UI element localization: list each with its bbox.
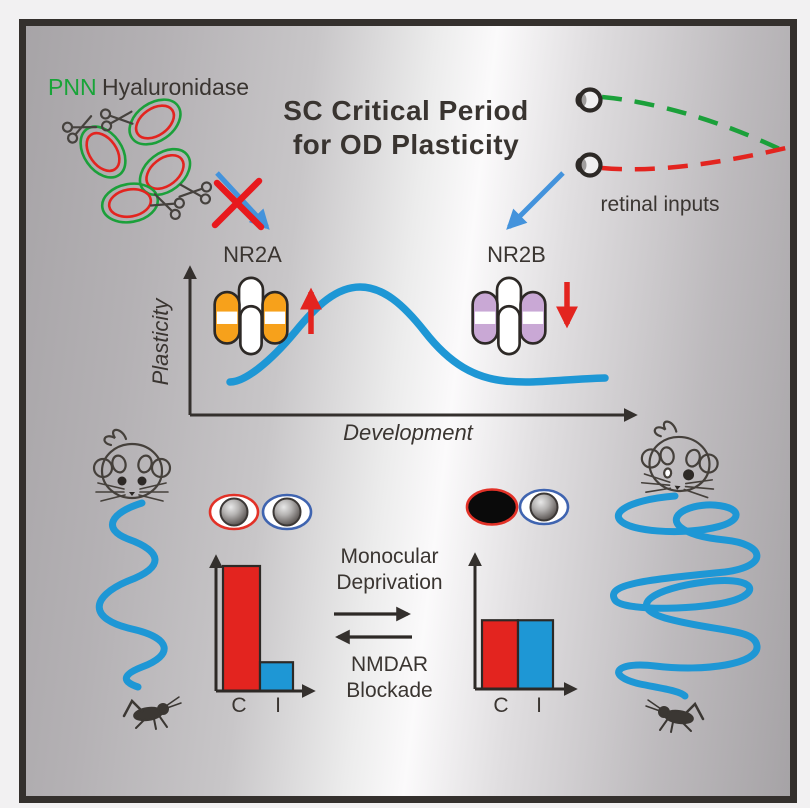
tangled-path-squiggle (610, 492, 761, 700)
scissors-icon (178, 181, 213, 205)
contra-bar-label: C (493, 694, 509, 717)
retinal-inputs-label: retinal inputs (600, 193, 720, 216)
retinal-inputs-graphic (575, 87, 791, 178)
pnn-cell-icon (138, 147, 192, 197)
mouse-fur-tuft (103, 428, 128, 447)
nr2b-label: NR2B (487, 242, 546, 267)
blocked-pathway-arrow (211, 171, 270, 231)
input-pathway-arrow (506, 171, 565, 230)
critical-period-curve (226, 283, 609, 386)
scissors-icon (149, 193, 185, 221)
plasticity-development-plot (183, 265, 638, 422)
nr2a-label: NR2A (223, 242, 282, 267)
ipsi-eye-open-icon (261, 493, 313, 531)
eye-pair-deprived (465, 488, 570, 526)
nmdar-blockade-label: NMDAR Blockade (322, 652, 457, 704)
pnn-cell-icon (128, 98, 182, 146)
od-bar-chart-before (209, 554, 316, 698)
ipsi-bar (258, 661, 295, 693)
ipsi-bar (516, 619, 555, 691)
contra-input-dashed-line (601, 94, 789, 156)
blue-arrow-icon (506, 171, 565, 230)
figure-frame (19, 19, 797, 803)
x-axis-label: Development (343, 420, 473, 445)
pnn-cells-and-hyaluronidase-icons (61, 98, 213, 224)
nr2b-receptor-icon (471, 276, 547, 356)
figure-title-line2: for OD Plasticity (292, 129, 520, 160)
red-cross-icon (211, 177, 265, 231)
eye-icon (575, 152, 603, 178)
figure-title: SC Critical Period for OD Plasticity (246, 94, 566, 162)
monocular-deprivation-line1: Monocular (340, 545, 439, 568)
scissors-icon (61, 115, 98, 144)
nmdar-blockade-line1: NMDAR (351, 653, 428, 676)
mouse-fur-tuft (653, 420, 678, 438)
eye-pair-normal (208, 493, 313, 531)
mouse-deprived-icon (640, 420, 719, 499)
contra-eye-deprived-icon (465, 488, 519, 526)
pnn-cell-icon (79, 125, 127, 179)
contra-bar (480, 619, 520, 691)
od-bar-chart-after (468, 552, 578, 696)
nr2a-receptor-icon (213, 276, 289, 356)
pnn-label: PNN (48, 74, 97, 100)
contra-bar-label: C (231, 694, 247, 717)
scissors-icon (99, 108, 134, 132)
nmdar-blockade-line2: Blockade (346, 679, 433, 702)
hyaluronidase-label: Hyaluronidase (102, 74, 250, 100)
monocular-deprivation-label: Monocular Deprivation (322, 544, 457, 596)
cricket-icon (645, 699, 705, 733)
y-axis-label: Plasticity (148, 298, 173, 386)
mouse-icon (92, 428, 172, 502)
ipsi-input-dashed-line (601, 144, 791, 172)
eye-icon (575, 87, 603, 113)
contra-bar (221, 564, 262, 693)
figure-title-line1: SC Critical Period (283, 95, 529, 126)
down-arrow-icon (556, 282, 578, 329)
ipsi-bar-label: I (536, 694, 542, 717)
direct-path-squiggle (95, 499, 168, 691)
up-arrow-icon (300, 287, 322, 334)
cricket-icon (122, 696, 182, 730)
monocular-deprivation-line2: Deprivation (336, 571, 443, 594)
contra-eye-open-icon (208, 493, 260, 531)
ipsi-bar-label: I (275, 694, 281, 717)
transition-arrows (334, 606, 412, 645)
ipsi-eye-open-icon (518, 488, 570, 526)
